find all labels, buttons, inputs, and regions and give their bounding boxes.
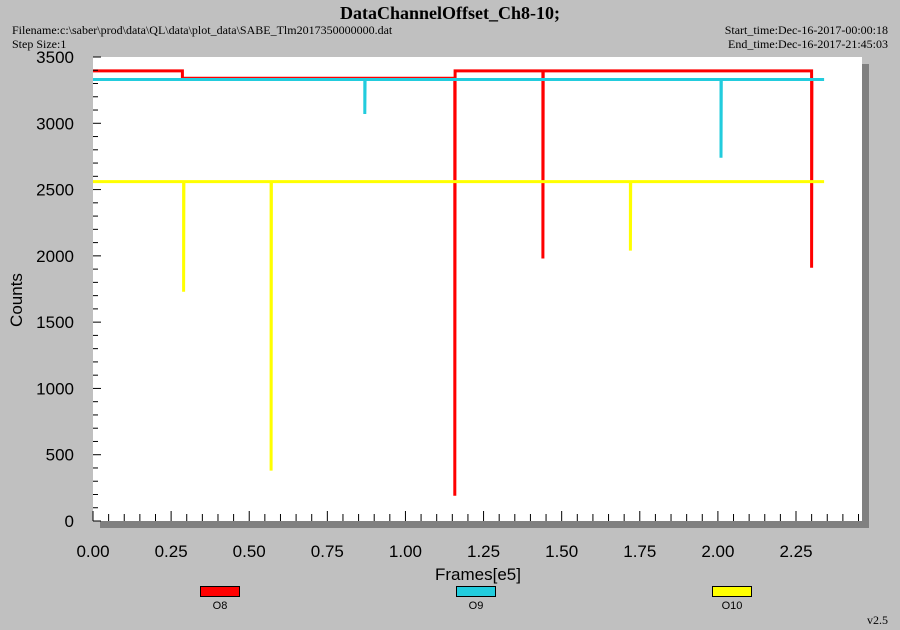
x-tick-label: 0.00 — [76, 542, 109, 561]
x-tick-label: 2.00 — [701, 542, 734, 561]
x-tick-label: 2.25 — [779, 542, 812, 561]
label-layer: 0 500 1000 1500 2000 2500 3000 3500 0.00 0.25 0.50… — [36, 48, 812, 561]
x-tick-label: 0.25 — [155, 542, 188, 561]
y-tick-label: 2500 — [36, 181, 74, 200]
legend-swatch-o10 — [712, 586, 752, 597]
legend-label-o9: O9 — [468, 600, 484, 612]
tick-layer — [92, 56, 859, 522]
x-tick-label: 0.75 — [311, 542, 344, 561]
y-tick-label: 2000 — [36, 247, 74, 266]
x-tick-label: 1.75 — [623, 542, 656, 561]
x-tick-label: 1.50 — [545, 542, 578, 561]
chart-title: DataChannelOffset_Ch8-10; — [340, 3, 560, 23]
series-line-o10 — [93, 180, 825, 471]
y-tick-label: 500 — [46, 446, 74, 465]
y-tick-label: 0 — [65, 512, 74, 531]
y-tick-label: 1000 — [36, 379, 74, 398]
legend-label-o8: O8 — [212, 600, 228, 612]
x-tick-label: 1.25 — [467, 542, 500, 561]
y-tick-label: 1500 — [36, 313, 74, 332]
y-tick-label: 3000 — [36, 114, 74, 133]
filename-text: Filename:c:\saber\prod\data\QL\data\plot… — [12, 23, 393, 37]
legend-label-o10: O10 — [721, 600, 743, 612]
start-time-text: Start_time:Dec-16-2017-00:00:18 — [724, 23, 888, 37]
series-line-o9 — [93, 78, 825, 158]
y-tick-label: 3500 — [36, 48, 74, 67]
legend-swatch-o9 — [456, 586, 496, 597]
series-layer — [93, 69, 825, 496]
step-size-text: Step Size:1 — [12, 37, 67, 51]
version-text: v2.5 — [867, 613, 888, 627]
y-axis-label: Counts — [7, 273, 26, 327]
x-tick-label: 0.50 — [233, 542, 266, 561]
x-tick-label: 1.00 — [389, 542, 422, 561]
x-axis-label: Frames[e5] — [435, 565, 521, 584]
plot-area — [93, 57, 862, 521]
end-time-text: End_time:Dec-16-2017-21:45:03 — [728, 37, 888, 51]
legend-swatch-o8 — [200, 586, 240, 597]
